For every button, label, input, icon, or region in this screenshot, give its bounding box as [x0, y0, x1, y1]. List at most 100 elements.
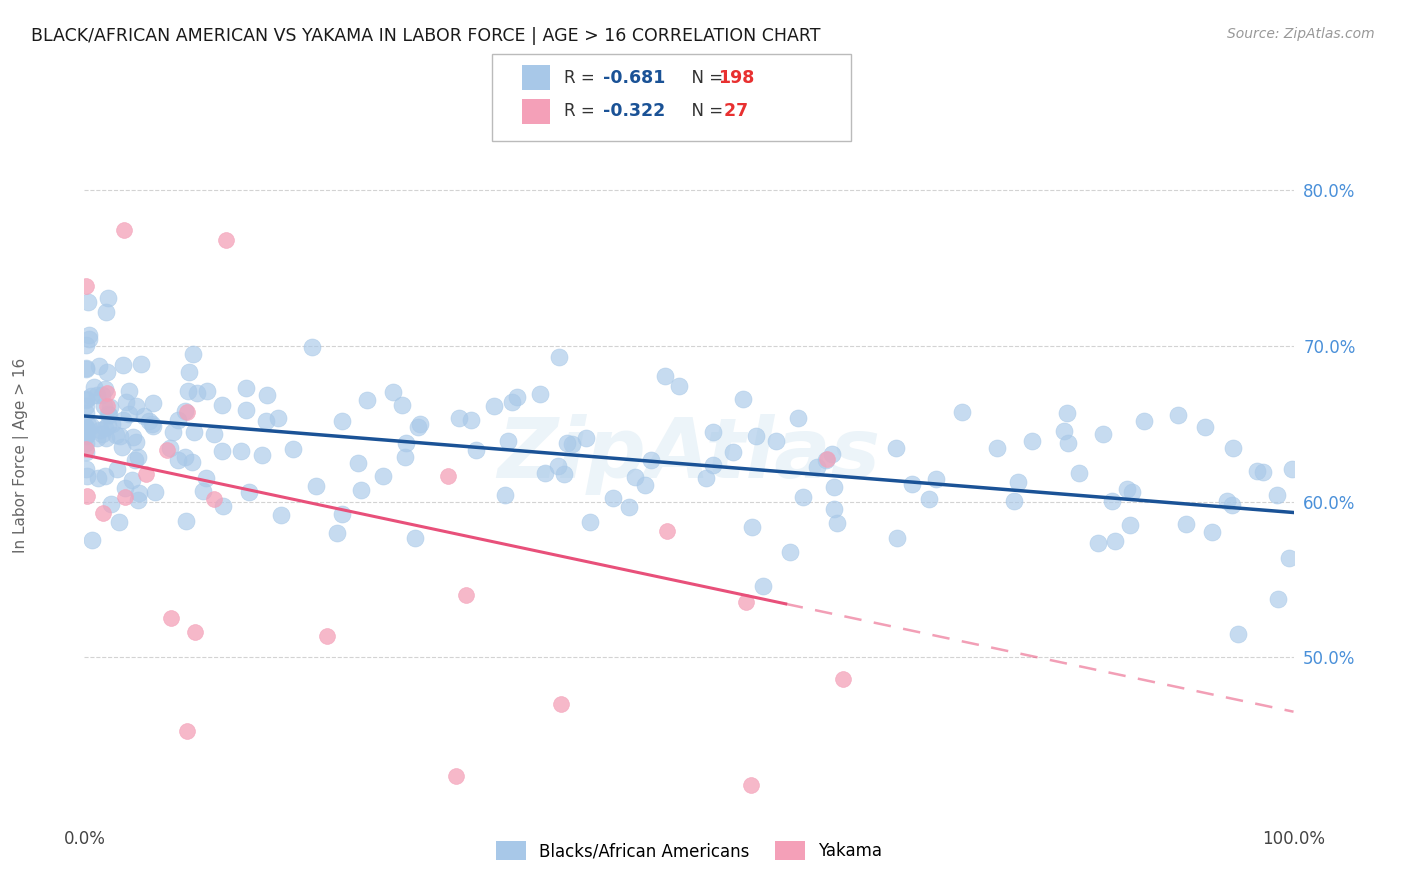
Point	[270, 508, 292, 522]
Point	[211, 443, 233, 458]
Point	[79, 327, 101, 342]
Point	[555, 435, 578, 450]
Point	[1174, 516, 1197, 531]
Point	[97, 408, 120, 422]
Point	[238, 485, 260, 500]
Point	[174, 514, 197, 528]
Point	[195, 384, 218, 398]
Point	[156, 442, 179, 457]
Point	[917, 491, 939, 506]
Point	[347, 456, 370, 470]
Point	[77, 417, 100, 432]
Point	[406, 419, 429, 434]
Point	[176, 384, 198, 398]
Point	[75, 462, 97, 476]
Text: ZipAtlas: ZipAtlas	[498, 415, 880, 495]
Point	[100, 400, 122, 414]
Point	[122, 430, 145, 444]
Point	[162, 425, 184, 439]
Point	[93, 469, 115, 483]
Point	[482, 399, 505, 413]
Point	[229, 444, 252, 458]
Point	[1087, 536, 1109, 550]
Point	[75, 392, 97, 406]
Point	[89, 359, 111, 373]
Point	[534, 466, 557, 480]
Point	[75, 428, 97, 442]
Point	[186, 385, 208, 400]
Point	[180, 455, 202, 469]
Point	[93, 382, 115, 396]
Point	[654, 369, 676, 384]
Point	[1226, 627, 1249, 641]
Point	[721, 445, 744, 459]
Point	[602, 491, 624, 506]
Point	[75, 279, 97, 293]
Point	[75, 420, 97, 434]
Point	[97, 407, 120, 421]
Point	[114, 395, 136, 409]
Point	[112, 358, 135, 372]
Point	[159, 441, 181, 455]
Point	[142, 419, 165, 434]
Point	[553, 467, 575, 481]
Point	[326, 526, 349, 541]
Point	[167, 453, 190, 467]
Point	[94, 421, 117, 435]
Point	[1002, 494, 1025, 508]
Point	[127, 493, 149, 508]
Point	[330, 507, 353, 521]
Text: N =: N =	[681, 103, 728, 120]
Point	[464, 442, 486, 457]
Point	[177, 365, 200, 379]
Point	[138, 413, 160, 427]
Point	[250, 448, 273, 462]
Point	[1194, 420, 1216, 434]
Point	[702, 458, 724, 473]
Point	[1116, 482, 1139, 496]
Point	[75, 436, 97, 450]
Point	[125, 435, 148, 450]
Point	[94, 304, 117, 318]
Point	[97, 291, 120, 305]
Point	[506, 390, 529, 404]
Point	[111, 440, 134, 454]
Point	[75, 424, 97, 438]
Point	[91, 427, 114, 442]
Point	[215, 233, 238, 247]
Point	[986, 442, 1008, 456]
Point	[823, 480, 845, 494]
Point	[579, 515, 602, 529]
Point	[176, 405, 198, 419]
Y-axis label: In Labor Force | Age > 16: In Labor Force | Age > 16	[13, 358, 28, 552]
Point	[76, 489, 98, 503]
Point	[75, 406, 97, 420]
Point	[815, 453, 838, 467]
Point	[617, 500, 640, 514]
Point	[194, 471, 217, 485]
Point	[786, 411, 808, 425]
Point	[94, 432, 117, 446]
Text: BLACK/AFRICAN AMERICAN VS YAKAMA IN LABOR FORCE | AGE > 16 CORRELATION CHART: BLACK/AFRICAN AMERICAN VS YAKAMA IN LABO…	[31, 27, 821, 45]
Point	[498, 434, 520, 448]
Point	[183, 425, 205, 439]
Point	[256, 388, 278, 402]
Point	[765, 434, 787, 448]
Point	[734, 595, 756, 609]
Point	[561, 437, 583, 451]
Point	[1119, 517, 1142, 532]
Point	[381, 384, 404, 399]
Point	[825, 516, 848, 530]
Text: 198: 198	[718, 69, 755, 87]
Point	[96, 385, 118, 400]
Point	[75, 399, 97, 413]
Point	[75, 337, 97, 351]
Point	[86, 387, 108, 401]
Point	[350, 483, 373, 497]
Point	[634, 478, 657, 492]
Text: 27: 27	[718, 103, 748, 120]
Point	[174, 404, 197, 418]
Point	[235, 381, 257, 395]
Point	[1246, 464, 1268, 478]
Point	[124, 452, 146, 467]
